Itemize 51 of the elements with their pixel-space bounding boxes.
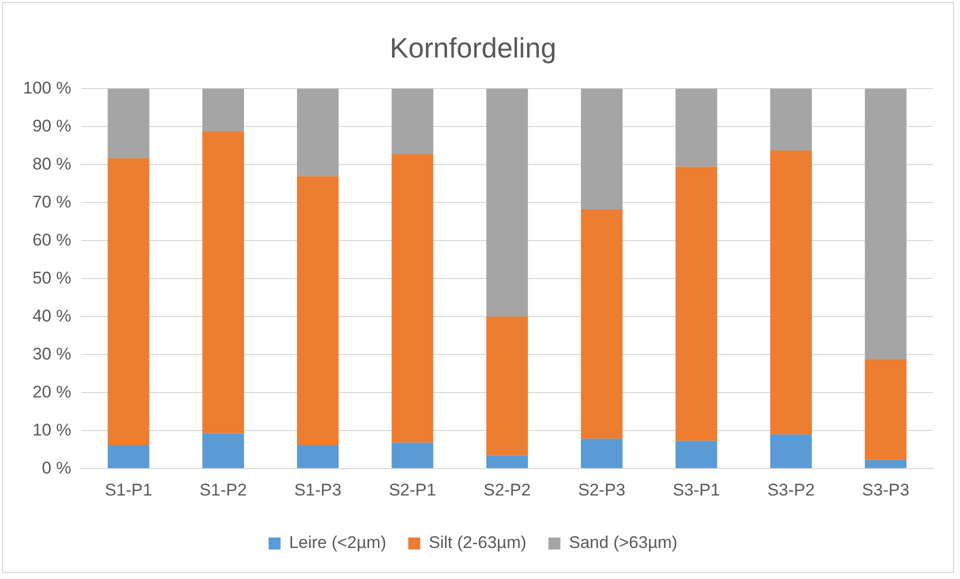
x-tick-label: S3-P2 <box>767 480 815 500</box>
legend-label: Sand (>63µm) <box>568 533 678 552</box>
bar <box>108 158 150 446</box>
bar <box>392 88 434 154</box>
x-tick-label: S1-P1 <box>104 480 152 500</box>
bar <box>770 88 812 151</box>
legend-label: Leire (<2µm) <box>289 533 386 552</box>
bar <box>864 460 906 468</box>
x-tick-label: S2-P1 <box>388 480 436 500</box>
bar <box>108 445 150 468</box>
bar <box>486 316 528 456</box>
bar <box>580 438 623 468</box>
x-tick-label: S1-P3 <box>294 480 342 500</box>
y-tick-label: 10 % <box>32 420 72 440</box>
y-tick-label: 60 % <box>32 230 72 250</box>
bar <box>770 434 812 468</box>
y-tick-label: 20 % <box>32 382 72 402</box>
bar <box>202 132 244 434</box>
legend-label: Silt (2-63µm) <box>428 533 526 552</box>
bar <box>202 88 244 132</box>
bar <box>296 88 339 176</box>
x-tick-label: S3-P1 <box>672 480 720 500</box>
y-tick-label: 90 % <box>32 116 72 136</box>
y-tick-label: 30 % <box>32 344 72 364</box>
bar <box>770 150 812 434</box>
bar <box>676 88 718 167</box>
bar <box>296 445 339 468</box>
bar <box>580 88 623 210</box>
y-tick-label: 70 % <box>32 192 72 212</box>
bar <box>486 88 528 317</box>
bar <box>392 442 434 468</box>
bar <box>202 433 244 468</box>
bar <box>108 88 150 158</box>
y-tick-label: 80 % <box>32 154 72 174</box>
bar <box>392 154 434 443</box>
bar <box>676 440 718 468</box>
y-tick-label: 0 % <box>42 458 72 478</box>
bar <box>486 456 528 468</box>
bar <box>864 88 906 360</box>
y-tick-label: 40 % <box>32 306 72 326</box>
x-tick-label: S2-P2 <box>483 480 531 500</box>
y-tick-label: 100 % <box>23 78 72 98</box>
x-tick-label: S3-P3 <box>862 480 910 500</box>
chart-title: Kornfordeling <box>390 32 556 64</box>
bar <box>296 176 339 446</box>
x-tick-label: S1-P2 <box>200 480 247 500</box>
bar <box>864 360 906 460</box>
x-tick-label: S2-P3 <box>578 480 626 500</box>
bar <box>676 166 718 441</box>
bar <box>580 209 623 439</box>
y-tick-label: 50 % <box>32 268 72 288</box>
